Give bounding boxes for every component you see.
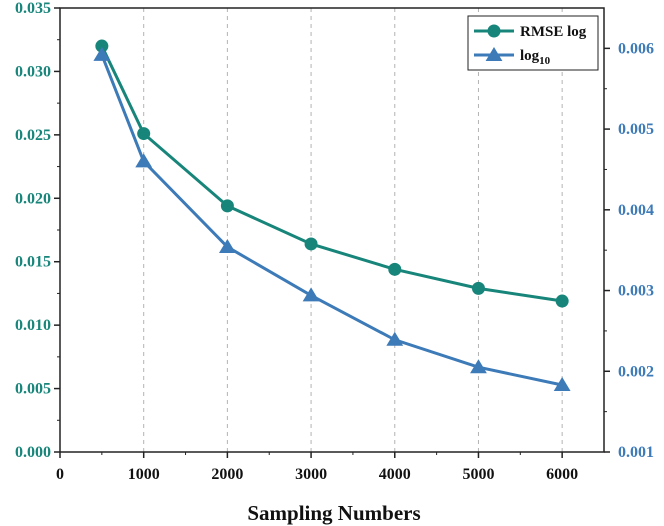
- legend-marker-triangle: [485, 47, 503, 61]
- right-y-tick-label: 0.003: [618, 283, 654, 300]
- data-point-triangle: [218, 238, 236, 253]
- left-y-tick-label: 0.030: [15, 63, 51, 80]
- data-point-triangle: [135, 153, 153, 168]
- gridlines: [143, 8, 563, 452]
- data-point-circle: [304, 237, 318, 251]
- right-y-tick-label: 0.002: [618, 363, 654, 380]
- data-point-triangle: [553, 376, 571, 391]
- data-point-circle: [137, 127, 151, 141]
- axes: 0 1000 2000 3000 4000 5000 6000 0.000 0.005 0.010…: [15, 0, 654, 483]
- legend-marker-circle: [487, 24, 501, 38]
- left-y-tick-label: 0.020: [15, 190, 51, 207]
- x-tick-label: 4000: [379, 466, 411, 483]
- data-point-circle: [220, 199, 234, 213]
- right-y-tick-label: 0.006: [618, 40, 654, 57]
- x-tick-label: 6000: [546, 466, 578, 483]
- data-point-triangle: [302, 287, 320, 302]
- legend-label: RMSE log: [520, 24, 587, 40]
- legend-label-subscript: 10: [539, 55, 551, 67]
- left-y-tick-label: 0.015: [15, 254, 51, 271]
- series-line: [100, 54, 563, 387]
- data-point-circle: [471, 281, 485, 295]
- x-axis-title: Sampling Numbers: [247, 501, 420, 525]
- left-y-tick-label: 0.025: [15, 127, 51, 144]
- right-y-tick-label: 0.004: [618, 202, 654, 219]
- right-y-tick-label: 0.005: [618, 121, 654, 138]
- left-y-tick-label: 0.010: [15, 317, 51, 334]
- data-point-circle: [555, 294, 569, 308]
- data-point-triangle: [93, 46, 111, 61]
- right-y-tick-label: 0.001: [618, 444, 654, 461]
- left-y-tick-label: 0.000: [15, 444, 51, 461]
- x-tick-label: 5000: [462, 466, 494, 483]
- data-point-circle: [95, 39, 109, 53]
- x-tick-label: 1000: [128, 466, 160, 483]
- series-line: [100, 45, 563, 303]
- x-tick-label: 0: [56, 466, 64, 483]
- plot-frame: [59, 7, 605, 453]
- x-tick-label: 2000: [211, 466, 243, 483]
- data-point-triangle: [470, 359, 487, 374]
- series-layer: [93, 39, 571, 391]
- data-point-triangle: [386, 331, 404, 346]
- data-point-circle: [388, 262, 402, 276]
- left-y-tick-label: 0.005: [15, 381, 51, 398]
- x-tick-label: 3000: [295, 466, 327, 483]
- left-y-tick-label: 0.035: [15, 0, 51, 17]
